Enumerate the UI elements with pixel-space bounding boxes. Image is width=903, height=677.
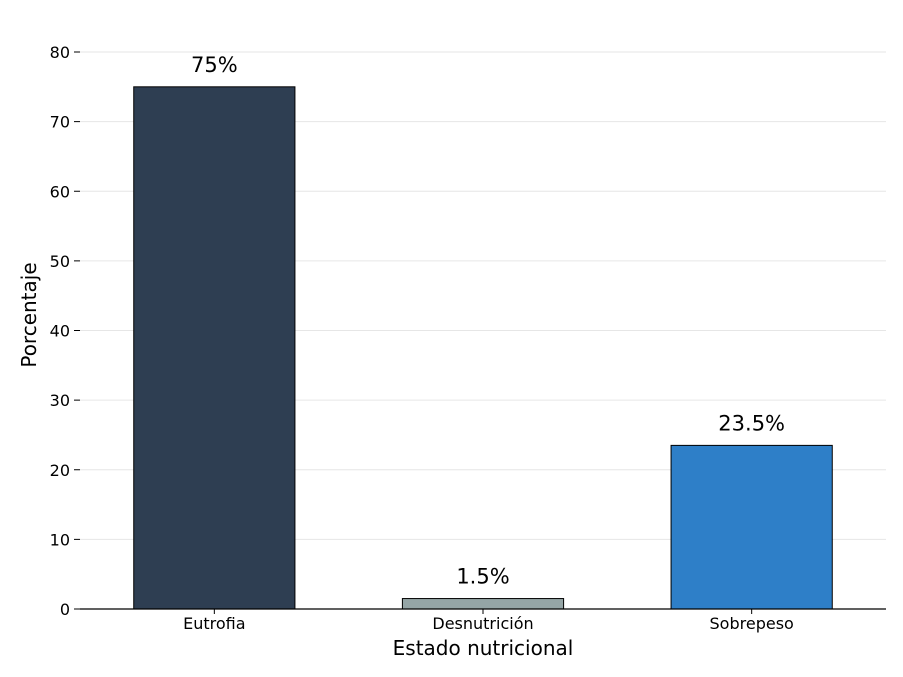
bar-eutrofia [133, 86, 296, 610]
x-tick-label: Sobrepeso [710, 614, 794, 633]
y-axis-title: Porcentaje [17, 262, 41, 367]
y-tick-label: 30 [50, 391, 70, 410]
x-axis: Eutrofia Desnutrición Sobrepeso [80, 608, 886, 633]
bars [133, 86, 833, 610]
data-label: 23.5% [718, 411, 785, 435]
y-tick-label: 80 [50, 43, 70, 62]
x-tick-label: Desnutrición [432, 614, 533, 633]
data-label: 1.5% [456, 565, 509, 589]
y-tick-label: 70 [50, 113, 70, 132]
bar-desnutrición [401, 598, 565, 610]
x-tick-label: Eutrofia [183, 614, 245, 633]
y-tick-label: 0 [60, 600, 70, 619]
x-axis-title: Estado nutricional [393, 636, 574, 660]
data-labels: 75% 1.5% 23.5% [191, 53, 785, 589]
y-tick-label: 40 [50, 322, 70, 341]
y-tick-label: 10 [50, 530, 70, 549]
y-tick-label: 60 [50, 182, 70, 201]
y-axis: 0 10 20 30 40 50 60 70 80 [50, 43, 80, 619]
y-tick-label: 50 [50, 252, 70, 271]
data-label: 75% [191, 53, 238, 77]
y-tick-label: 20 [50, 461, 70, 480]
bar-sobrepeso [670, 444, 833, 610]
